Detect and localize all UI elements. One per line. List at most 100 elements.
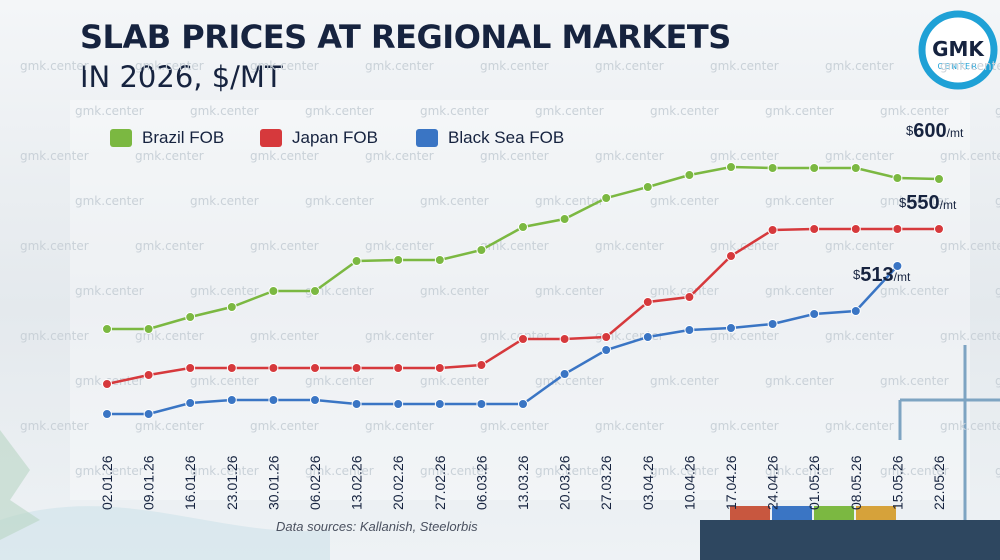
data-point-2-17 bbox=[809, 309, 820, 319]
legend-swatch-japan bbox=[260, 129, 282, 147]
watermark-text: gmk.center bbox=[595, 59, 664, 73]
data-point-1-3 bbox=[226, 363, 237, 373]
data-point-0-7 bbox=[393, 255, 404, 265]
watermark-text: gmk.center bbox=[250, 329, 319, 343]
watermark-text: gmk.center bbox=[250, 239, 319, 253]
watermark-text: gmk.center bbox=[995, 284, 1000, 298]
watermark-text: gmk.center bbox=[305, 374, 374, 388]
watermark-text: gmk.center bbox=[595, 149, 664, 163]
data-source-note: Data sources: Kallanish, Steelorbis bbox=[276, 519, 478, 534]
watermark-text: gmk.center bbox=[825, 329, 894, 343]
watermark-text: gmk.center bbox=[535, 374, 604, 388]
x-tick-label: 30.01.26 bbox=[265, 455, 281, 510]
data-point-0-13 bbox=[642, 182, 653, 192]
data-point-2-14 bbox=[684, 325, 695, 335]
watermark-text: gmk.center bbox=[250, 149, 319, 163]
watermark-text: gmk.center bbox=[650, 194, 719, 208]
watermark-text: gmk.center bbox=[880, 374, 949, 388]
x-tick-label: 03.04.26 bbox=[640, 455, 656, 510]
watermark-text: gmk.center bbox=[75, 104, 144, 118]
watermark-text: gmk.center bbox=[75, 284, 144, 298]
watermark-text: gmk.center bbox=[420, 284, 489, 298]
watermark-text: gmk.center bbox=[365, 59, 434, 73]
legend-swatch-blacksea bbox=[416, 129, 438, 147]
data-point-0-5 bbox=[310, 286, 320, 296]
data-point-2-4 bbox=[268, 395, 279, 405]
watermark-text: gmk.center bbox=[650, 464, 719, 478]
data-point-0-20 bbox=[934, 174, 944, 184]
data-point-1-15 bbox=[726, 251, 736, 261]
data-point-2-18 bbox=[850, 306, 861, 316]
data-point-2-6 bbox=[351, 399, 362, 409]
data-point-0-6 bbox=[351, 256, 362, 266]
watermark-text: gmk.center bbox=[75, 194, 144, 208]
watermark-text: gmk.center bbox=[595, 419, 664, 433]
data-point-2-19 bbox=[892, 261, 903, 271]
data-point-0-4 bbox=[268, 286, 279, 296]
data-point-2-8 bbox=[434, 399, 445, 409]
data-point-1-8 bbox=[434, 363, 445, 373]
watermark-text: gmk.center bbox=[710, 419, 779, 433]
watermark-text: gmk.center bbox=[880, 464, 949, 478]
watermark-text: gmk.center bbox=[710, 239, 779, 253]
data-point-0-16 bbox=[767, 163, 778, 173]
watermark-text: gmk.center bbox=[825, 59, 894, 73]
watermark-text: gmk.center bbox=[710, 149, 779, 163]
data-point-2-9 bbox=[476, 399, 487, 409]
data-point-1-13 bbox=[642, 297, 653, 307]
data-point-0-10 bbox=[518, 222, 528, 232]
watermark-text: gmk.center bbox=[420, 374, 489, 388]
watermark-text: gmk.center bbox=[135, 59, 204, 73]
watermark-text: gmk.center bbox=[365, 419, 434, 433]
data-point-0-15 bbox=[726, 162, 736, 172]
watermark-text: gmk.center bbox=[305, 104, 374, 118]
watermark-text: gmk.center bbox=[20, 419, 89, 433]
watermark-text: gmk.center bbox=[940, 149, 1000, 163]
watermark-text: gmk.center bbox=[880, 284, 949, 298]
chart-title: SLAB PRICES AT REGIONAL MARKETS bbox=[80, 18, 731, 56]
x-tick-label: 10.04.26 bbox=[681, 455, 697, 510]
x-tick-label: 01.05.26 bbox=[806, 455, 822, 510]
data-point-1-5 bbox=[310, 363, 320, 373]
data-point-0-17 bbox=[809, 163, 820, 173]
watermark-text: gmk.center bbox=[365, 329, 434, 343]
watermark-text: gmk.center bbox=[190, 374, 259, 388]
watermark-text: gmk.center bbox=[190, 464, 259, 478]
watermark-text: gmk.center bbox=[535, 284, 604, 298]
gmk-logo-icon: GMK CENTER bbox=[918, 10, 998, 90]
data-point-0-12 bbox=[601, 193, 612, 203]
x-tick-label: 20.03.26 bbox=[557, 455, 573, 510]
watermark-text: gmk.center bbox=[595, 239, 664, 253]
data-point-1-6 bbox=[351, 363, 362, 373]
data-point-0-1 bbox=[143, 324, 154, 334]
end-label-japan: $550/mt bbox=[899, 192, 957, 214]
watermark-text: gmk.center bbox=[20, 149, 89, 163]
data-point-0-3 bbox=[226, 302, 237, 312]
chart-subtitle: IN 2026, $/MT bbox=[80, 60, 283, 94]
watermark-text: gmk.center bbox=[995, 464, 1000, 478]
watermark-text: gmk.center bbox=[75, 464, 144, 478]
data-point-1-16 bbox=[767, 225, 778, 235]
data-point-2-10 bbox=[518, 399, 528, 409]
watermark-text: gmk.center bbox=[480, 329, 549, 343]
watermark-text: gmk.center bbox=[190, 284, 259, 298]
watermark-text: gmk.center bbox=[305, 194, 374, 208]
data-point-1-14 bbox=[684, 292, 695, 302]
watermark-text: gmk.center bbox=[995, 374, 1000, 388]
data-point-0-8 bbox=[434, 255, 445, 265]
watermark-text: gmk.center bbox=[420, 464, 489, 478]
x-tick-label: 09.01.26 bbox=[141, 455, 157, 510]
ship-icon bbox=[700, 506, 1000, 560]
legend-label-blacksea: Black Sea FOB bbox=[448, 128, 565, 147]
watermark-text: gmk.center bbox=[880, 194, 949, 208]
watermark-text: gmk.center bbox=[940, 239, 1000, 253]
watermark-text: gmk.center bbox=[20, 59, 89, 73]
data-point-0-9 bbox=[476, 245, 487, 255]
watermark-text: gmk.center bbox=[535, 104, 604, 118]
watermark-text: gmk.center bbox=[480, 419, 549, 433]
data-point-2-0 bbox=[102, 409, 112, 419]
data-point-2-11 bbox=[559, 369, 570, 379]
legend-label-brazil: Brazil FOB bbox=[142, 128, 225, 147]
